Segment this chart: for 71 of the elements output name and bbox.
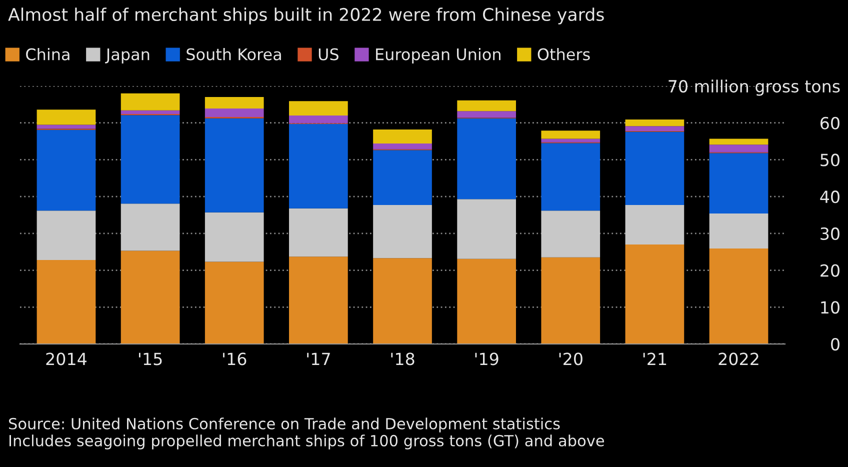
x-tick-label: '18	[391, 352, 414, 366]
bar	[120, 115, 180, 204]
bar	[709, 153, 768, 214]
bar	[457, 100, 516, 112]
chart-title: Almost half of merchant ships built in 2022 were from Chinese yards	[8, 8, 604, 24]
legend-label: South Korea	[186, 48, 281, 60]
legend-label: Others	[538, 48, 590, 60]
x-tick-label: '21	[643, 352, 666, 365]
bar	[204, 97, 264, 108]
bar	[373, 205, 432, 258]
bar	[373, 258, 432, 344]
bar	[625, 205, 684, 244]
bar	[457, 111, 516, 118]
bar	[541, 130, 600, 139]
y-tick-label: 70 million gross tons	[668, 80, 840, 96]
bar	[120, 250, 180, 344]
bar	[373, 129, 432, 144]
bar	[204, 108, 264, 117]
x-tick-label: '19	[475, 352, 498, 366]
bar	[709, 248, 768, 344]
bar	[541, 257, 600, 344]
bar	[289, 208, 348, 257]
bar	[120, 110, 180, 114]
bar	[373, 150, 432, 206]
legend-label: China	[26, 48, 70, 60]
legend-label: European Union	[376, 48, 500, 64]
x-tick-label: 2022	[718, 352, 758, 366]
bar	[541, 143, 600, 211]
text: Includes seagoing propelled merchant ships of 100 gross tons (GT) and above	[10, 434, 604, 450]
y-tick-label: 0	[831, 338, 840, 351]
y-tick-label: 50	[820, 154, 840, 166]
bar	[457, 258, 516, 344]
x-tick-label: '20	[559, 352, 582, 366]
bar	[541, 138, 600, 142]
bar	[289, 101, 348, 116]
bar	[373, 143, 432, 150]
bar	[36, 130, 96, 211]
y-tick-label: 40	[820, 190, 840, 204]
bar	[36, 124, 96, 129]
x-tick-label: 2014	[46, 352, 87, 366]
bar	[204, 212, 264, 262]
bar	[120, 93, 180, 110]
bar	[36, 260, 96, 344]
bar	[204, 262, 264, 344]
bar	[36, 110, 96, 125]
bar	[204, 118, 264, 212]
bar	[541, 210, 600, 258]
legend-label: Japan	[105, 48, 150, 64]
bar	[709, 144, 768, 152]
y-tick-label: 60	[820, 116, 840, 130]
bar	[625, 132, 684, 206]
bar	[625, 244, 684, 344]
bar	[289, 115, 348, 124]
x-tick-label: '17	[307, 352, 330, 365]
y-tick-label: 10	[821, 301, 840, 314]
y-tick-label: 20	[820, 264, 840, 277]
x-tick-label: '15	[139, 352, 162, 366]
bar	[289, 124, 348, 208]
bar	[289, 256, 348, 344]
bar	[625, 120, 684, 126]
y-tick-label: 30	[820, 227, 840, 240]
legend-label: US	[318, 48, 338, 60]
bar	[709, 138, 768, 145]
bar	[457, 199, 516, 259]
bar	[709, 214, 768, 249]
bar	[36, 210, 96, 260]
source-note: Source: United Nations Conference on Trade and Development statistics	[9, 418, 560, 432]
x-tick-label: '16	[223, 352, 246, 366]
bar	[120, 204, 180, 251]
bar	[457, 118, 516, 200]
bar	[625, 126, 684, 131]
